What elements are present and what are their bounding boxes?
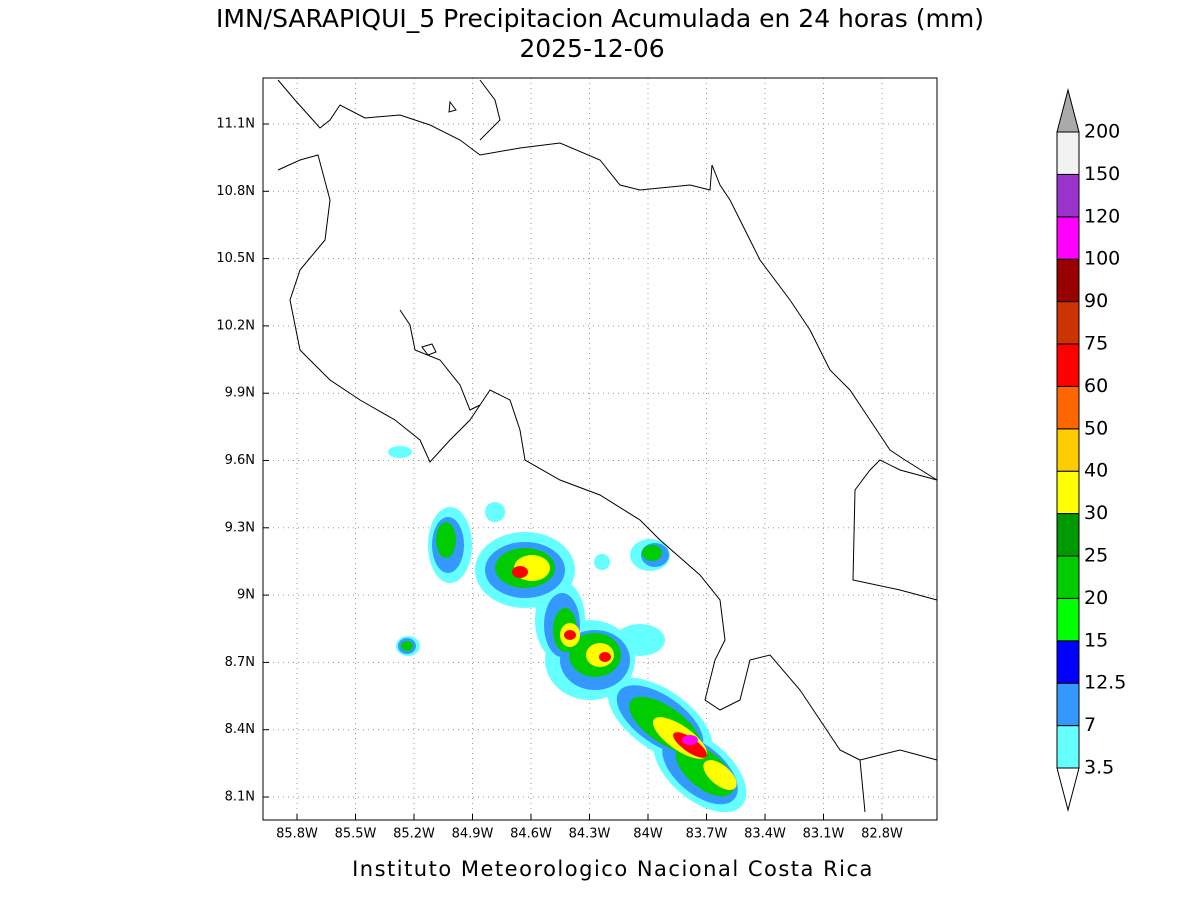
- colorbar-box: [1056, 343, 1080, 387]
- colorbar-label: 50: [1084, 417, 1108, 439]
- title: IMN/SARAPIQUI_5 Precipitacion Acumulada …: [216, 4, 984, 33]
- lon-tick-label: 83.1W: [803, 827, 845, 842]
- colorbar-box: [1056, 555, 1080, 599]
- lat-tick-label: 11.1N: [216, 117, 255, 132]
- colorbar-label: 90: [1084, 290, 1108, 312]
- colorbar-box: [1056, 301, 1080, 345]
- colorbar: 3.5 7 12.5 15 20 25 30 40 50 60 75 90 100 120 150 200: [1056, 88, 1126, 812]
- colorbar-under: [1056, 767, 1080, 812]
- lon-tick-label: 84.6W: [510, 827, 552, 842]
- lat-tick-label: 10.5N: [216, 251, 255, 266]
- lon-tick-label: 85.8W: [276, 827, 318, 842]
- coastline: [277, 79, 938, 813]
- colorbar-label: 3.5: [1084, 757, 1114, 779]
- colorbar-label: 7: [1084, 714, 1096, 736]
- colorbar-label: 30: [1084, 502, 1108, 524]
- colorbar-box: [1056, 428, 1080, 472]
- lon-tick-label: 84.3W: [569, 827, 611, 842]
- colorbar-box: [1056, 385, 1080, 430]
- lon-tick-label: 84W: [633, 827, 663, 842]
- colorbar-label: 25: [1084, 545, 1108, 567]
- colorbar-box: [1056, 597, 1080, 642]
- colorbar-label: 60: [1084, 375, 1108, 397]
- precipitation-field: [388, 446, 747, 813]
- map-frame: [262, 77, 938, 821]
- colorbar-over: [1056, 88, 1080, 133]
- colorbar-box: [1056, 173, 1080, 218]
- lon-tick-label: 84.9W: [452, 827, 494, 842]
- colorbar-box: [1056, 470, 1080, 515]
- lat-tick-label: 10.8N: [216, 184, 255, 199]
- colorbar-label: 120: [1084, 205, 1120, 227]
- colorbar-label: 75: [1084, 333, 1108, 355]
- lat-tick-label: 9.3N: [225, 520, 255, 535]
- lon-tick-label: 83.4W: [744, 827, 786, 842]
- colorbar-box: [1056, 640, 1080, 684]
- footer: Instituto Meteorologico Nacional Costa R…: [352, 857, 874, 881]
- grid: [263, 78, 937, 820]
- colorbar-box: [1056, 216, 1080, 260]
- colorbar-box: [1056, 131, 1080, 175]
- colorbar-box: [1056, 725, 1080, 769]
- lon-tick-label: 82.8W: [861, 827, 903, 842]
- lat-tick-label: 8.4N: [225, 722, 255, 737]
- lon-tick-label: 85.2W: [393, 827, 435, 842]
- colorbar-label: 15: [1084, 629, 1108, 651]
- lat-tick-label: 10.2N: [216, 318, 255, 333]
- colorbar-box: [1056, 513, 1080, 557]
- colorbar-label: 100: [1084, 248, 1120, 270]
- lat-tick-label: 8.7N: [225, 655, 255, 670]
- lat-tick-label: 9.9N: [225, 386, 255, 401]
- colorbar-label: 12.5: [1084, 672, 1126, 694]
- colorbar-label: 200: [1084, 121, 1120, 143]
- colorbar-label: 40: [1084, 460, 1108, 482]
- lat-tick-label: 9.6N: [225, 453, 255, 468]
- colorbar-label: 20: [1084, 587, 1108, 609]
- lon-tick-label: 83.7W: [686, 827, 728, 842]
- subtitle: 2025-12-06: [519, 34, 664, 63]
- colorbar-box: [1056, 258, 1080, 303]
- colorbar-label: 150: [1084, 163, 1120, 185]
- colorbar-box: [1056, 682, 1080, 727]
- lat-tick-label: 8.1N: [225, 790, 255, 805]
- lon-tick-label: 85.5W: [335, 827, 377, 842]
- lat-tick-label: 9N: [237, 588, 255, 603]
